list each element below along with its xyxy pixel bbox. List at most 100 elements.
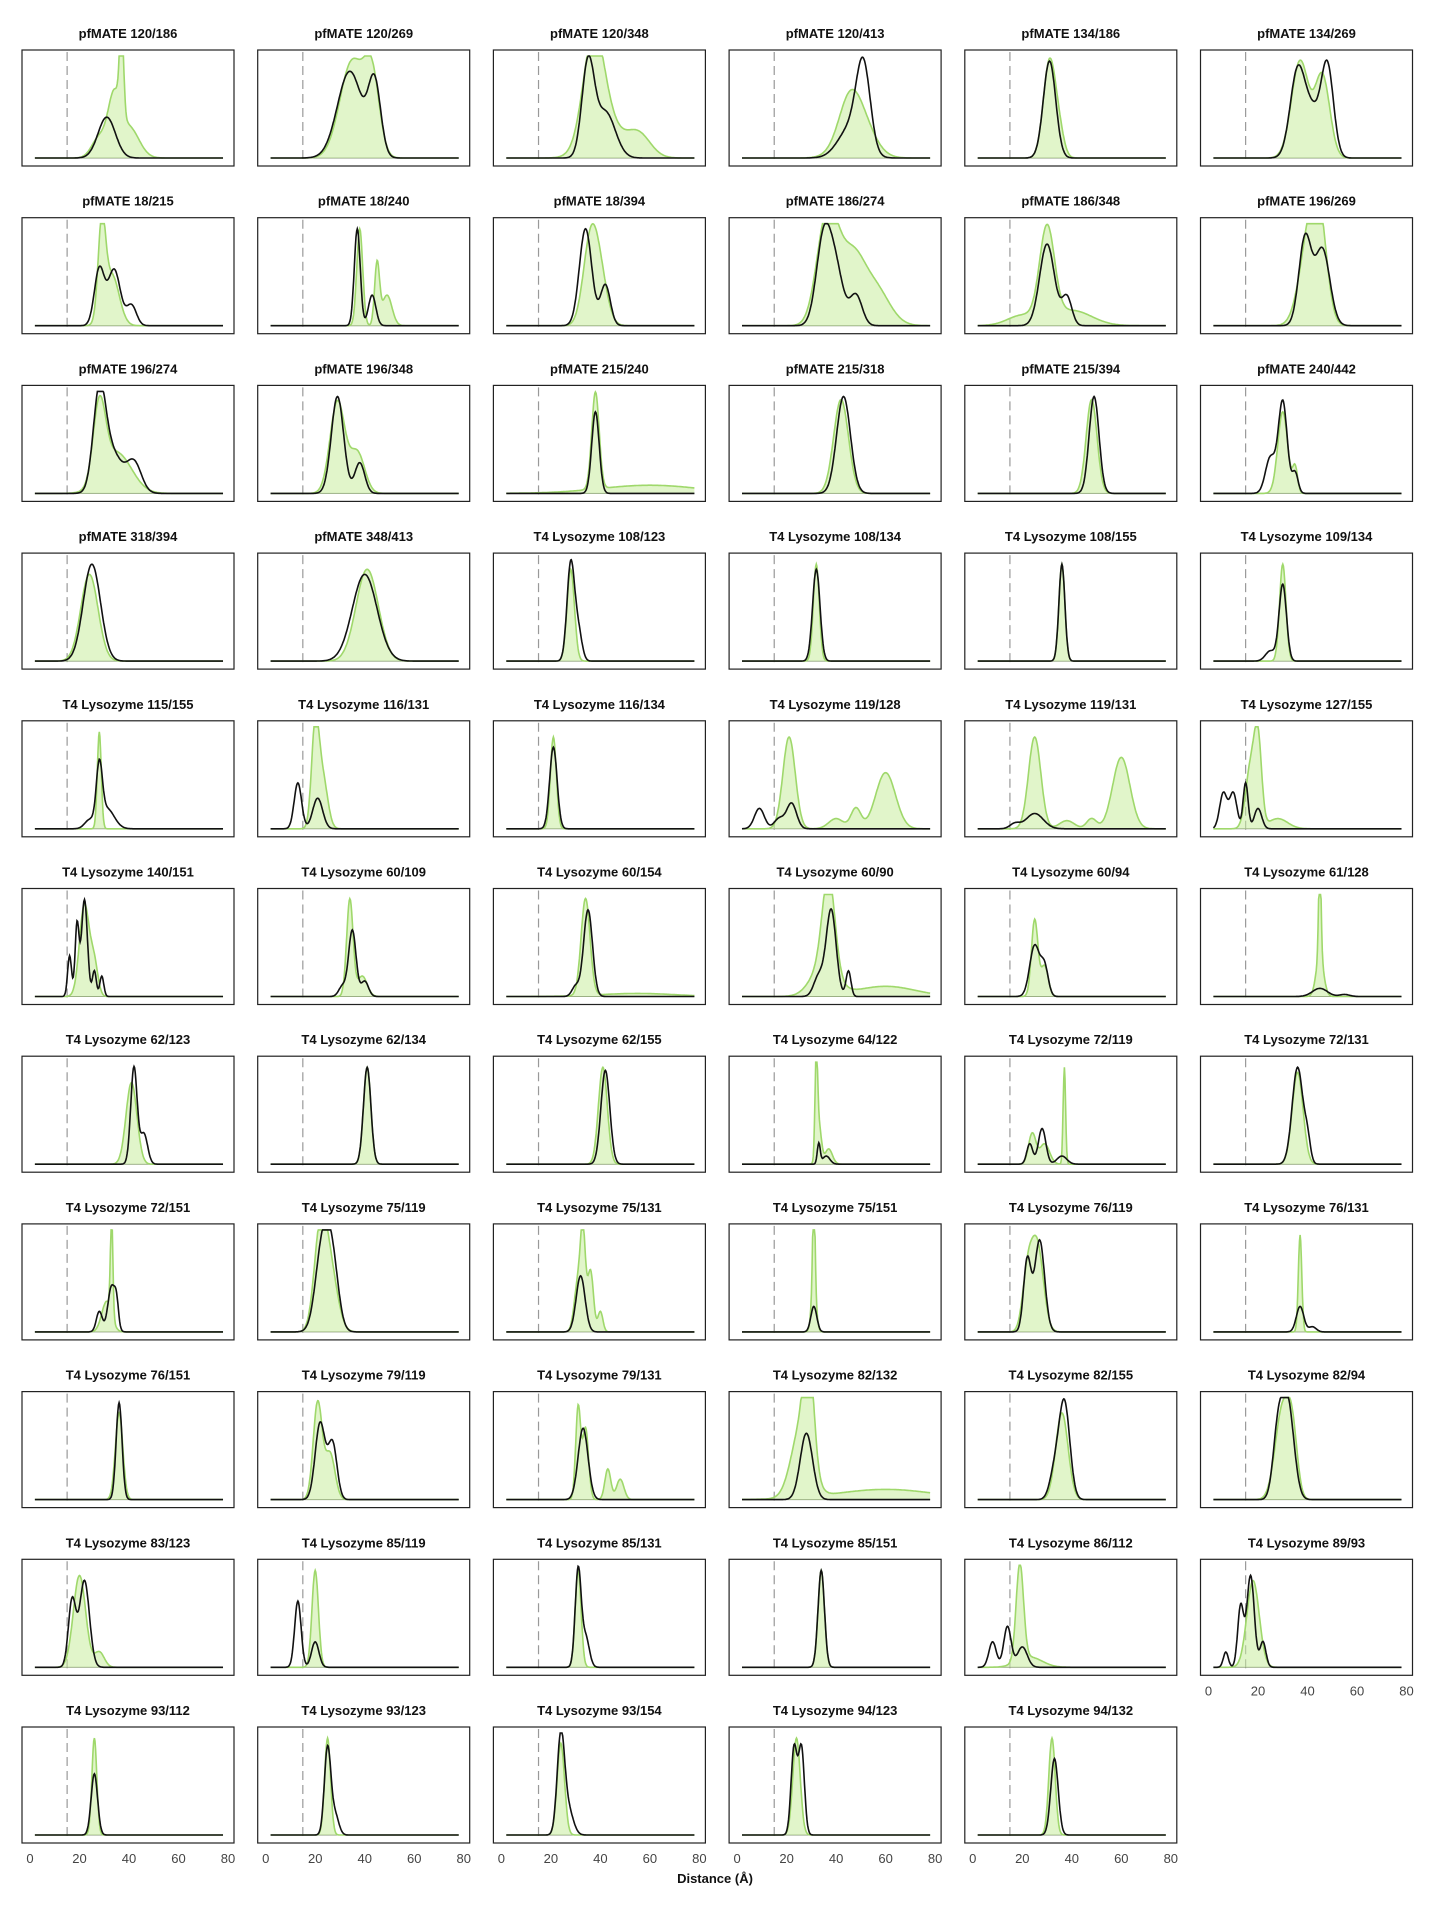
panel-title: T4 Lysozyme 62/123 — [66, 1032, 191, 1047]
x-axis-title: Distance (Å) — [677, 1871, 753, 1886]
predicted-curve — [1213, 1579, 1402, 1669]
x-tick-label: 60 — [1350, 1683, 1364, 1698]
panel: T4 Lysozyme 61/128 — [1199, 865, 1414, 1006]
predicted-fill — [270, 228, 459, 326]
experimental-curve — [1212, 780, 1402, 830]
predicted-curve — [34, 222, 223, 327]
panel: pfMATE 215/318 — [728, 361, 942, 502]
panel: T4 Lysozyme 82/94 — [1199, 1368, 1414, 1509]
panel-frame — [257, 720, 471, 838]
panel-title: T4 Lysozyme 93/154 — [537, 1703, 662, 1718]
panel-frame — [21, 384, 235, 502]
panel-title: T4 Lysozyme 85/119 — [302, 1535, 426, 1550]
panel-title: T4 Lysozyme 108/134 — [769, 529, 902, 544]
panel-title: T4 Lysozyme 115/155 — [62, 697, 193, 712]
panel: pfMATE 120/413 — [728, 26, 942, 167]
panel-frame — [21, 1390, 235, 1509]
predicted-fill — [506, 223, 695, 326]
panel-title: T4 Lysozyme 79/119 — [302, 1368, 426, 1383]
panel: T4 Lysozyme 76/131 — [1199, 1200, 1414, 1341]
panel-title: T4 Lysozyme 62/155 — [537, 1032, 662, 1047]
x-tick-label: 80 — [928, 1851, 942, 1866]
panel: T4 Lysozyme 76/119 — [964, 1200, 1178, 1341]
predicted-fill — [34, 395, 224, 494]
predicted-fill — [506, 1404, 695, 1500]
predicted-fill — [977, 919, 1166, 997]
experimental-curve — [977, 60, 1166, 159]
predicted-curve — [506, 1402, 695, 1501]
predicted-curve — [1213, 893, 1402, 998]
experimental-curve — [506, 908, 695, 998]
experimental-curve — [1213, 582, 1402, 662]
panel: pfMATE 196/269 — [1199, 194, 1414, 335]
predicted-fill — [34, 1412, 224, 1500]
experimental-curve — [1213, 1305, 1402, 1333]
panel: T4 Lysozyme 79/119 — [257, 1368, 471, 1509]
predicted-curve — [741, 1396, 931, 1501]
predicted-curve — [506, 1741, 695, 1836]
panel: T4 Lysozyme 93/123 0 20 40 60 80 — [257, 1703, 471, 1866]
panel-title: T4 Lysozyme 76/119 — [1009, 1200, 1133, 1215]
predicted-fill — [1213, 411, 1402, 494]
panel-title: T4 Lysozyme 85/131 — [537, 1535, 662, 1550]
experimental-curve — [977, 1238, 1166, 1333]
panel: T4 Lysozyme 62/123 — [21, 1032, 235, 1173]
panel-frame — [492, 49, 706, 167]
predicted-fill — [742, 564, 931, 662]
panel-frame — [964, 887, 1178, 1006]
panel: pfMATE 196/274 — [21, 361, 235, 502]
predicted-curve — [977, 398, 1166, 495]
panel: T4 Lysozyme 109/134 — [1199, 529, 1414, 670]
panel-frame — [728, 49, 942, 167]
panel-frame — [257, 1223, 471, 1341]
panel-frame — [728, 217, 942, 335]
experimental-curve — [1213, 59, 1402, 159]
x-tick-label: 60 — [1114, 1851, 1128, 1866]
panel-frame — [492, 1223, 706, 1341]
experimental-curve — [506, 1274, 695, 1333]
panel-title: T4 Lysozyme 116/134 — [534, 697, 666, 712]
experimental-curve — [977, 1756, 1166, 1836]
panel-frame — [257, 552, 471, 670]
predicted-fill — [34, 223, 224, 326]
panel-title: T4 Lysozyme 72/119 — [1009, 1032, 1133, 1047]
panel-frame — [21, 1055, 235, 1173]
experimental-curve — [977, 561, 1166, 662]
panel-frame — [1199, 1558, 1414, 1676]
experimental-curve — [741, 1140, 931, 1165]
predicted-curve — [34, 1737, 223, 1836]
predicted-fill — [506, 898, 695, 997]
panel-frame — [492, 1558, 706, 1676]
experimental-curve — [506, 227, 695, 327]
panel-frame — [728, 1223, 942, 1341]
panel-frame — [1199, 49, 1414, 167]
experimental-curve — [506, 1732, 695, 1836]
x-tick-label: 0 — [969, 1851, 976, 1866]
panel-frame — [492, 552, 706, 670]
panel-frame — [257, 1390, 471, 1509]
x-tick-label: 40 — [593, 1851, 607, 1866]
experimental-curve — [1213, 398, 1402, 495]
panel-title: pfMATE 318/394 — [79, 529, 179, 544]
panel-frame — [964, 1558, 1178, 1676]
experimental-curve — [34, 1283, 223, 1333]
panel: T4 Lysozyme 108/123 — [492, 529, 706, 670]
panel: T4 Lysozyme 108/155 — [964, 529, 1178, 670]
x-tick-label: 60 — [171, 1851, 185, 1866]
panel-title: T4 Lysozyme 108/123 — [534, 529, 666, 544]
panel-title: T4 Lysozyme 108/155 — [1005, 529, 1137, 544]
panel: T4 Lysozyme 108/134 — [728, 529, 942, 670]
experimental-curve — [270, 928, 459, 998]
predicted-fill — [506, 569, 695, 662]
panel-frame — [257, 887, 471, 1006]
panel-title: T4 Lysozyme 82/94 — [1248, 1368, 1366, 1383]
x-tick-label: 40 — [829, 1851, 843, 1866]
experimental-curve — [741, 1742, 931, 1836]
panel-title: T4 Lysozyme 119/128 — [770, 697, 901, 712]
predicted-curve — [1213, 410, 1402, 495]
experimental-curve — [977, 812, 1166, 830]
experimental-curve — [741, 907, 931, 998]
panel: pfMATE 215/240 — [492, 361, 706, 502]
panel: T4 Lysozyme 82/155 — [964, 1368, 1178, 1509]
panel: T4 Lysozyme 85/119 — [257, 1535, 471, 1676]
